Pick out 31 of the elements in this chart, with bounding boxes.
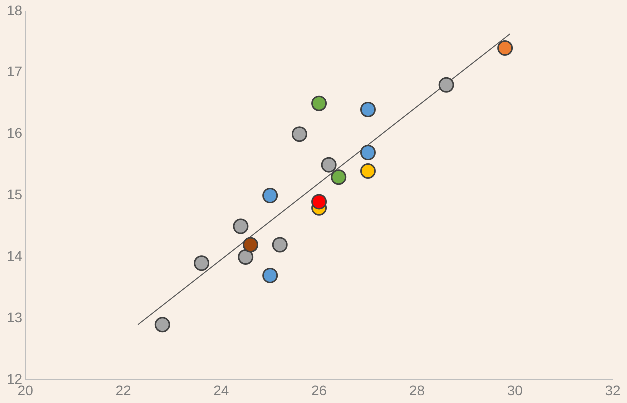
point <box>262 188 278 204</box>
point <box>360 145 376 161</box>
y-tick-label: 14 <box>6 248 23 264</box>
y-tick-label: 17 <box>6 64 23 80</box>
x-tick-label: 22 <box>116 382 132 398</box>
point <box>321 157 337 173</box>
point <box>233 218 249 234</box>
point <box>272 237 288 253</box>
x-tick-label: 24 <box>214 382 230 398</box>
point <box>238 250 254 266</box>
x-tick-label: 26 <box>311 382 328 398</box>
y-tick-label: 15 <box>6 186 23 203</box>
point <box>292 126 308 142</box>
point <box>498 40 514 56</box>
x-tick-label: 20 <box>18 382 34 398</box>
point <box>194 256 210 272</box>
x-tick-label: 28 <box>409 382 426 398</box>
x-tick-label: 32 <box>605 382 621 398</box>
y-tick-label: 16 <box>6 125 23 142</box>
point <box>243 237 259 253</box>
y-tick-label: 18 <box>6 2 23 18</box>
point <box>262 268 278 284</box>
point <box>312 96 328 112</box>
point <box>360 163 376 179</box>
point <box>331 170 347 186</box>
x-tick-label: 30 <box>507 382 524 398</box>
point <box>312 194 328 210</box>
point <box>154 317 170 333</box>
point <box>438 77 454 93</box>
point <box>360 102 376 118</box>
y-tick-label: 13 <box>6 310 23 326</box>
